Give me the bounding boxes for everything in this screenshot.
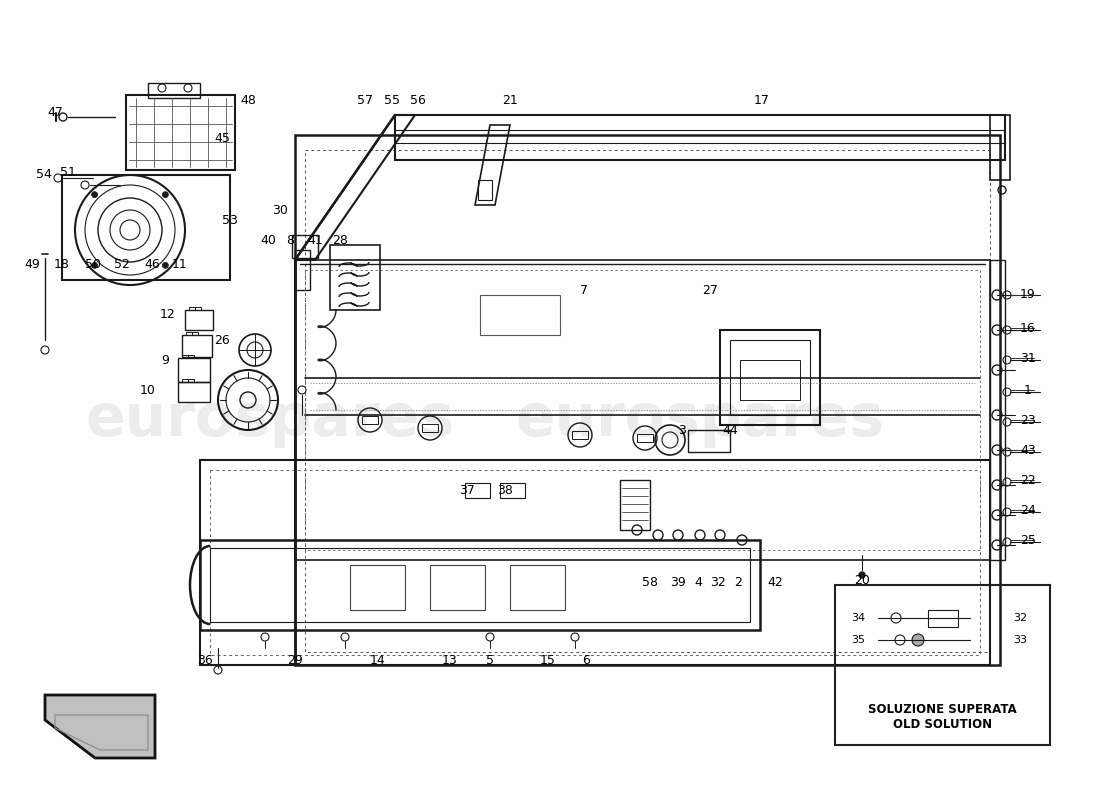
Text: 30: 30 [272,203,288,217]
Text: 26: 26 [214,334,230,346]
Text: 48: 48 [240,94,256,106]
Text: 18: 18 [54,258,70,271]
Text: 44: 44 [722,423,738,437]
Text: 1: 1 [1024,383,1032,397]
Text: 51: 51 [60,166,76,178]
Text: 34: 34 [851,613,865,623]
Text: 43: 43 [1020,443,1036,457]
Text: 10: 10 [140,383,156,397]
Circle shape [163,192,168,198]
Text: 25: 25 [1020,534,1036,546]
Text: 3: 3 [678,423,686,437]
Text: 22: 22 [1020,474,1036,486]
Text: 8: 8 [286,234,294,246]
Text: 52: 52 [114,258,130,271]
Text: 12: 12 [161,309,176,322]
Text: eurospares: eurospares [516,391,884,449]
Text: SOLUZIONE SUPERATA
OLD SOLUTION: SOLUZIONE SUPERATA OLD SOLUTION [868,703,1016,731]
Text: 23: 23 [1020,414,1036,426]
Text: 54: 54 [36,169,52,182]
Text: 40: 40 [260,234,276,246]
Text: 32: 32 [711,575,726,589]
Text: 58: 58 [642,575,658,589]
Text: 29: 29 [287,654,303,666]
Text: 6: 6 [582,654,590,666]
Text: 24: 24 [1020,503,1036,517]
Text: 56: 56 [410,94,426,106]
Polygon shape [45,695,155,758]
Text: 15: 15 [540,654,556,666]
Text: 53: 53 [222,214,238,226]
Text: 16: 16 [1020,322,1036,334]
Text: 17: 17 [755,94,770,106]
Text: 36: 36 [197,654,213,666]
Text: 35: 35 [851,635,865,645]
Text: 50: 50 [85,258,101,271]
Text: 5: 5 [486,654,494,666]
Text: 38: 38 [497,483,513,497]
Text: 7: 7 [580,283,588,297]
Text: 20: 20 [854,574,870,586]
Text: 32: 32 [1013,613,1027,623]
Text: 57: 57 [358,94,373,106]
Text: 31: 31 [1020,351,1036,365]
Text: 19: 19 [1020,289,1036,302]
Text: 37: 37 [459,483,475,497]
Text: 45: 45 [214,131,230,145]
Text: 13: 13 [442,654,458,666]
Text: 21: 21 [502,94,518,106]
Text: eurospares: eurospares [86,391,454,449]
Text: 14: 14 [370,654,386,666]
Circle shape [91,262,98,268]
Text: 46: 46 [144,258,159,271]
Text: 11: 11 [172,258,188,271]
Text: 47: 47 [47,106,63,118]
Text: 33: 33 [1013,635,1027,645]
Text: 42: 42 [767,575,783,589]
Circle shape [859,572,865,578]
Text: 9: 9 [161,354,169,366]
Text: 55: 55 [384,94,400,106]
Text: 27: 27 [702,283,718,297]
Text: 28: 28 [332,234,348,246]
Text: 2: 2 [734,575,741,589]
Circle shape [163,262,168,268]
Circle shape [91,192,98,198]
Text: 41: 41 [307,234,323,246]
Text: 49: 49 [24,258,40,271]
Text: 4: 4 [694,575,702,589]
Circle shape [912,634,924,646]
Text: 39: 39 [670,575,686,589]
